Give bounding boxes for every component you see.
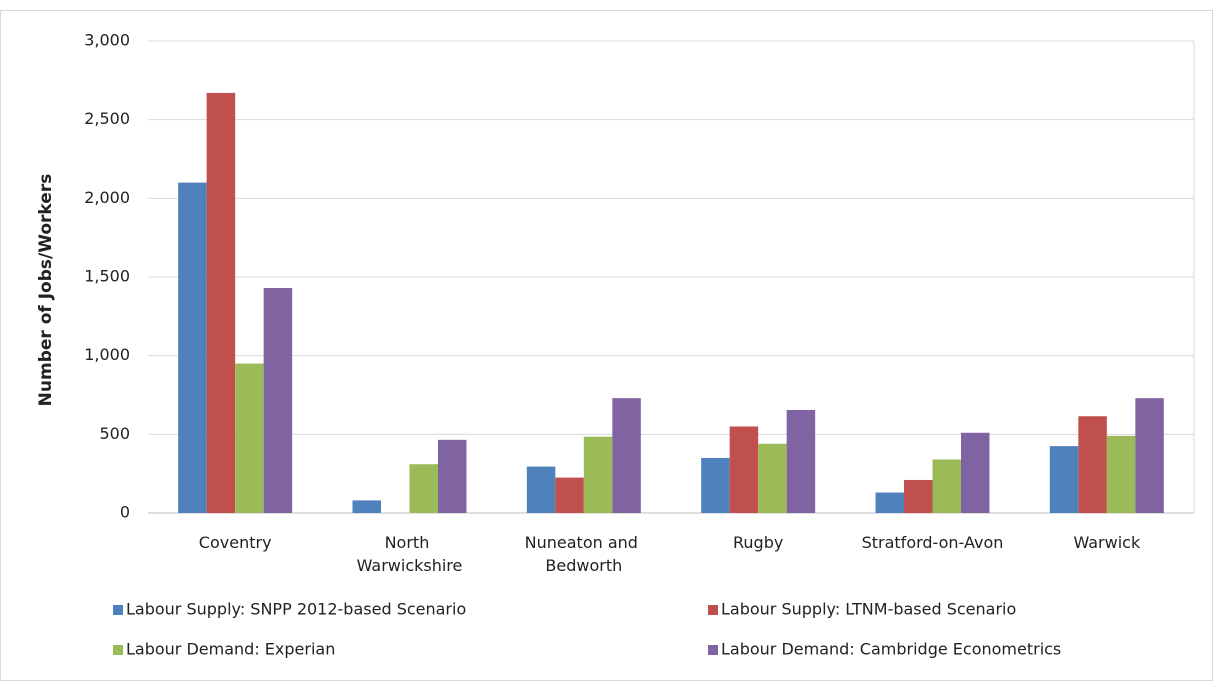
bar: [758, 443, 787, 513]
y-axis-title: Number of Jobs/Workers: [36, 174, 56, 407]
x-tick-label-line: North: [385, 533, 435, 552]
x-tick-label: Rugby: [733, 533, 783, 552]
bar: [1106, 435, 1136, 513]
x-tick-label-line: Stratford-on-Avon: [862, 533, 1004, 552]
x-tick-label-line: Warwick: [1073, 533, 1141, 552]
bar: [526, 466, 556, 513]
bar: [438, 439, 467, 513]
legend-swatch: [113, 645, 123, 655]
bar: [701, 457, 730, 513]
bar: [352, 500, 381, 513]
bar: [235, 363, 264, 513]
bar: [961, 432, 990, 513]
bar: [729, 426, 759, 513]
bar: [932, 459, 961, 513]
bar: [178, 182, 207, 513]
x-tick-label-line: Nuneaton and: [525, 533, 643, 552]
y-tick-label: 0: [120, 503, 130, 522]
y-tick-label: 1,500: [84, 267, 130, 286]
legend-swatch: [708, 605, 718, 615]
legend-label: Labour Demand: Experian: [126, 640, 335, 659]
bar: [263, 288, 293, 513]
bar: [206, 92, 236, 514]
y-tick-label: 2,500: [84, 109, 130, 128]
y-tick-label: 3,000: [84, 31, 130, 50]
bar: [409, 464, 438, 513]
legend-label: Labour Supply: SNPP 2012-based Scenario: [126, 600, 466, 619]
legend-swatch: [113, 605, 123, 615]
legend-label: Labour Supply: LTNM-based Scenario: [721, 600, 1016, 619]
x-tick-label: North Warwickshire: [357, 533, 463, 575]
x-tick-label-line: Bedworth: [545, 556, 622, 575]
bar: [904, 479, 933, 513]
x-tick-label: Stratford-on-Avon: [862, 533, 1004, 552]
x-tick-label: Nuneaton and Bedworth: [525, 533, 643, 575]
y-tick-label: 1,000: [84, 345, 130, 364]
bar: [1078, 416, 1107, 513]
bar: [1049, 446, 1079, 513]
chart-frame: [0, 10, 1213, 681]
x-tick-label-line: Warwickshire: [357, 556, 463, 575]
bar: [1135, 398, 1164, 513]
x-tick-label: Warwick: [1073, 533, 1141, 552]
bar: [786, 409, 816, 513]
bar: [555, 477, 584, 513]
legend-label: Labour Demand: Cambridge Econometrics: [721, 640, 1061, 659]
x-tick-label: Coventry: [199, 533, 272, 552]
bar: [612, 398, 641, 513]
x-tick-label-line: Coventry: [199, 533, 272, 552]
y-tick-label: 500: [99, 424, 130, 443]
y-tick-label: 2,000: [84, 188, 130, 207]
x-tick-label-line: Rugby: [733, 533, 783, 552]
bar: [583, 436, 613, 513]
bar: [875, 492, 904, 513]
legend-swatch: [708, 645, 718, 655]
